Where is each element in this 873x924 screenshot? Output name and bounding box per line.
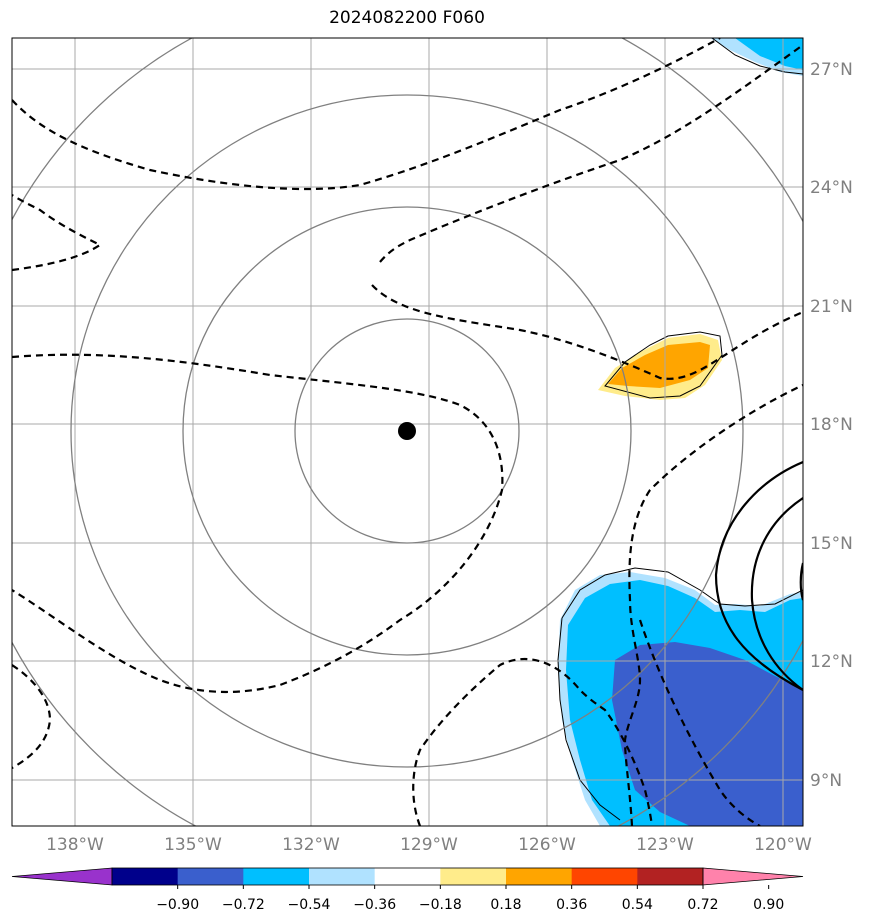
lon-label: 135°W <box>164 835 222 855</box>
lon-label: 126°W <box>518 835 576 855</box>
lon-label: 138°W <box>46 835 104 855</box>
colorbar-tick-label: −0.36 <box>353 897 396 913</box>
colorbar-tick-label: 0.54 <box>622 897 653 913</box>
storm-center-marker <box>398 422 416 440</box>
range-rings <box>12 38 803 826</box>
lat-label: 18°N <box>810 415 853 435</box>
colorbar-segment <box>637 868 704 885</box>
dashed-contours <box>12 38 803 826</box>
colorbar-tick-label: −0.90 <box>156 897 199 913</box>
lat-label: 15°N <box>810 534 853 554</box>
colorbar-segment <box>440 868 507 885</box>
colorbar-tick-label: −0.18 <box>419 897 462 913</box>
colorbar-tick-label: 0.18 <box>490 897 521 913</box>
lat-label: 12°N <box>810 652 853 672</box>
longitude-labels: 138°W 135°W 132°W 129°W 126°W 123°W 120°… <box>46 835 812 855</box>
colorbar: −0.90 −0.72 −0.54 −0.36 −0.18 0.18 0.36 0.54 0.7… <box>11 867 804 913</box>
lat-label: 24°N <box>810 178 853 198</box>
colorbar-tick-label: 0.36 <box>556 897 587 913</box>
colorbar-tick-label: 0.72 <box>687 897 718 913</box>
lat-label: 9°N <box>810 771 842 791</box>
map-title: 2024082200 F060 <box>329 8 485 28</box>
latitude-labels: 27°N 24°N 21°N 18°N 15°N 12°N 9°N <box>810 60 853 791</box>
colorbar-segment <box>571 868 638 885</box>
colorbar-extend-low <box>11 867 113 886</box>
colorbar-tick-label: −0.72 <box>222 897 265 913</box>
shaded-field <box>557 38 803 826</box>
solid-contours <box>714 460 803 691</box>
colorbar-extend-high <box>702 867 804 886</box>
lat-label: 27°N <box>810 60 853 80</box>
lon-label: 132°W <box>282 835 340 855</box>
colorbar-tick-label: 0.90 <box>753 897 784 913</box>
colorbar-segment <box>112 868 179 885</box>
colorbar-segment <box>309 868 376 885</box>
colorbar-segment <box>506 868 573 885</box>
lon-label: 120°W <box>754 835 812 855</box>
colorbar-tick-label: −0.54 <box>288 897 331 913</box>
map-frame <box>11 37 804 827</box>
lat-label: 21°N <box>810 297 853 317</box>
lon-label: 129°W <box>400 835 458 855</box>
colorbar-segment <box>243 868 310 885</box>
map-area <box>12 38 803 826</box>
colorbar-segment <box>374 868 441 885</box>
colorbar-frame <box>111 867 704 886</box>
colorbar-segment <box>177 868 244 885</box>
lon-label: 123°W <box>636 835 694 855</box>
